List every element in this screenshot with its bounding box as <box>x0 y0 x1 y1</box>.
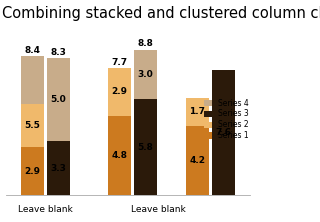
Bar <box>186 126 209 195</box>
Text: Leave blank: Leave blank <box>18 205 73 214</box>
Bar <box>21 56 44 104</box>
Bar <box>21 104 44 147</box>
Bar <box>21 147 44 195</box>
Bar <box>108 68 131 116</box>
Text: 8.3: 8.3 <box>51 48 67 57</box>
Text: 1.7: 1.7 <box>189 107 205 116</box>
Text: 3.3: 3.3 <box>51 164 67 172</box>
Text: 8.4: 8.4 <box>24 46 40 55</box>
Bar <box>134 99 157 195</box>
Text: 7.7: 7.7 <box>111 58 127 67</box>
Bar <box>212 70 235 195</box>
Text: 2.9: 2.9 <box>24 167 40 176</box>
Text: 5.8: 5.8 <box>137 143 153 152</box>
Text: 5.0: 5.0 <box>51 95 66 104</box>
Text: 7.6: 7.6 <box>216 128 232 137</box>
Text: 5.5: 5.5 <box>25 121 40 130</box>
Text: 8.8: 8.8 <box>137 40 153 48</box>
Bar <box>108 116 131 195</box>
Bar <box>186 98 209 126</box>
Bar <box>47 141 70 195</box>
Text: 4.8: 4.8 <box>111 151 127 160</box>
Text: Leave blank: Leave blank <box>131 205 186 214</box>
Bar <box>47 58 70 141</box>
Legend: Series 4, Series 3, Series 2, Series 1: Series 4, Series 3, Series 2, Series 1 <box>201 95 252 143</box>
Text: 4.2: 4.2 <box>189 156 205 165</box>
Text: 2.9: 2.9 <box>111 87 127 97</box>
Bar <box>134 50 157 99</box>
Text: 3.0: 3.0 <box>138 70 153 79</box>
Text: Combining stacked and clustered column charts: Combining stacked and clustered column c… <box>2 6 320 21</box>
